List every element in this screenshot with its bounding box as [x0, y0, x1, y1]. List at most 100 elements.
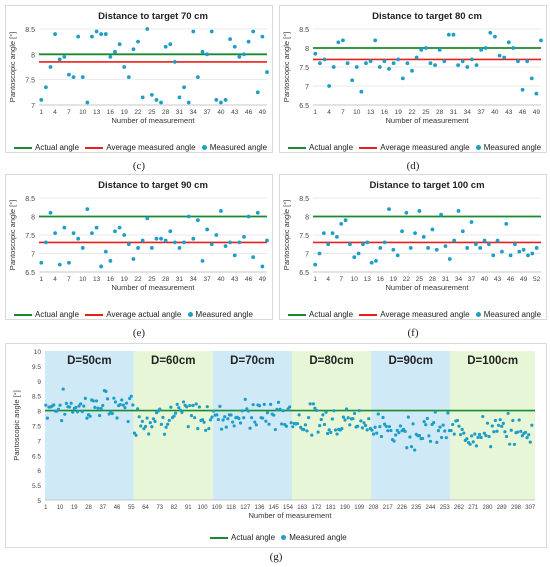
- data-point: [496, 423, 501, 427]
- data-point: [377, 65, 382, 69]
- data-point: [474, 444, 479, 448]
- data-point: [223, 244, 228, 248]
- distance-band: [133, 351, 213, 500]
- data-point: [159, 422, 163, 426]
- x-tick-label: 19: [121, 276, 129, 283]
- y-tick-label: 6.5: [25, 270, 35, 277]
- data-point: [446, 411, 450, 415]
- x-tick-label: 7: [67, 109, 71, 116]
- distance-band: [212, 351, 292, 500]
- data-point: [191, 403, 195, 408]
- data-point: [94, 399, 99, 403]
- caption-d: (d): [406, 160, 420, 172]
- data-point: [260, 34, 265, 39]
- data-point: [465, 246, 470, 250]
- data-point: [232, 253, 237, 258]
- legend-average: Average measured angle: [85, 143, 196, 152]
- legend-c: Actual angle Average measured angle Meas…: [14, 143, 271, 152]
- data-point: [482, 431, 486, 435]
- x-axis-label: Number of measurement: [112, 116, 196, 125]
- data-point: [61, 387, 65, 391]
- data-point: [520, 434, 524, 438]
- x-tick-label: 43: [231, 276, 239, 283]
- data-point: [468, 442, 472, 446]
- x-tick-label: 7: [341, 109, 345, 116]
- data-point: [110, 411, 114, 416]
- data-point: [443, 429, 447, 433]
- data-point: [237, 240, 242, 245]
- data-point: [289, 421, 293, 425]
- x-tick-label: 49: [533, 109, 541, 116]
- data-point: [442, 59, 447, 64]
- data-point: [191, 236, 196, 241]
- y-tick-label: 7: [31, 103, 35, 110]
- chart-frame-g: [5, 343, 547, 548]
- data-point: [44, 240, 48, 245]
- data-point: [52, 403, 56, 407]
- data-point: [387, 207, 391, 211]
- data-point: [126, 242, 131, 247]
- x-tick-label: 46: [507, 276, 515, 283]
- data-point: [272, 413, 276, 417]
- legend-actual: Actual angle: [14, 310, 79, 319]
- y-tick-label: 8: [31, 52, 35, 59]
- data-point: [99, 32, 104, 36]
- data-point: [506, 411, 510, 416]
- x-tick-label: 271: [468, 505, 479, 511]
- x-tick-label: 4: [326, 276, 330, 283]
- data-point: [534, 91, 539, 96]
- data-point: [80, 75, 85, 80]
- data-point: [113, 400, 118, 404]
- data-point: [90, 231, 94, 236]
- data-point: [433, 410, 437, 414]
- data-point: [71, 75, 76, 80]
- data-point: [352, 411, 357, 416]
- x-tick-label: 25: [148, 109, 156, 116]
- x-tick-label: 217: [383, 505, 394, 511]
- data-point: [172, 414, 176, 418]
- data-point: [409, 445, 414, 449]
- chart-title: Distance to target 70 cm: [98, 11, 208, 22]
- distance-band: [291, 351, 372, 500]
- y-tick-label: 7.5: [25, 78, 35, 85]
- x-tick-label: 307: [525, 505, 536, 511]
- data-point: [491, 253, 496, 258]
- x-tick-label: 43: [494, 276, 502, 283]
- data-point: [356, 424, 360, 428]
- data-point: [426, 246, 430, 250]
- y-tick-label: 7: [305, 252, 309, 259]
- data-point: [422, 420, 426, 424]
- data-point: [297, 413, 301, 417]
- data-point: [439, 212, 444, 217]
- data-point: [172, 240, 177, 245]
- data-point: [357, 409, 361, 413]
- data-point: [430, 227, 435, 232]
- legend-measured: Measured angle: [187, 310, 253, 319]
- data-point: [379, 434, 384, 439]
- data-point: [368, 59, 373, 64]
- x-tick-label: 46: [519, 109, 527, 116]
- x-tick-label: 28: [429, 276, 437, 283]
- data-point: [364, 61, 368, 66]
- data-point: [62, 225, 67, 230]
- data-point: [471, 440, 475, 444]
- data-point: [278, 407, 282, 411]
- x-axis-label: Number of measurement: [386, 116, 470, 125]
- data-point: [432, 420, 436, 425]
- data-point: [240, 409, 244, 413]
- data-point: [53, 32, 58, 36]
- data-point: [67, 260, 71, 265]
- data-point: [318, 423, 322, 428]
- data-point: [504, 222, 509, 226]
- data-point: [99, 406, 103, 411]
- data-point: [487, 434, 491, 439]
- data-point: [182, 85, 186, 90]
- data-point: [137, 415, 141, 419]
- data-point: [248, 426, 252, 430]
- data-point: [229, 413, 233, 417]
- data-point: [177, 246, 182, 250]
- data-point: [82, 404, 86, 408]
- data-point: [76, 34, 81, 39]
- data-point: [69, 401, 73, 405]
- data-point: [113, 229, 117, 234]
